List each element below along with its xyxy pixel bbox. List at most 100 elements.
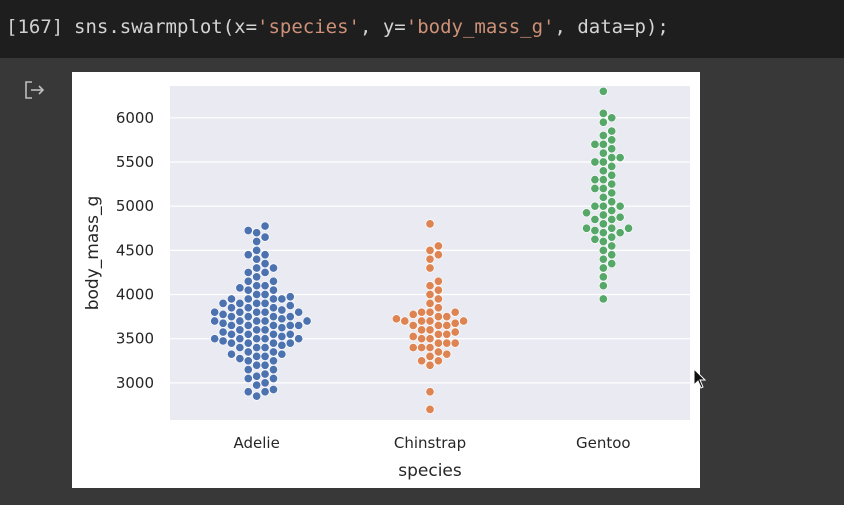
swarm-point-adelie [268, 329, 279, 339]
swarm-point-adelie [252, 289, 262, 300]
code-line[interactable]: sns.swarmplot(x='species', y='body_mass_… [74, 16, 669, 38]
swarm-point-gentoo [607, 188, 617, 198]
swarm-point-adelie [235, 298, 245, 308]
code-sep: , y= [359, 16, 406, 38]
swarm-point-adelie [252, 351, 262, 361]
swarm-point-adelie [226, 294, 237, 304]
swarm-point-adelie [277, 294, 287, 304]
swarm-point-chinstrap [433, 285, 443, 295]
swarm-point-adelie [243, 365, 253, 375]
output-redirect-icon[interactable] [22, 78, 48, 102]
swarm-point-gentoo [598, 210, 608, 220]
swarm-point-adelie [277, 331, 287, 342]
swarm-point-chinstrap [425, 298, 435, 308]
swarm-point-chinstrap [425, 404, 435, 414]
swarm-point-adelie [235, 334, 245, 344]
swarm-point-adelie [243, 303, 253, 313]
swarm-point-chinstrap [433, 347, 443, 357]
swarm-point-chinstrap [408, 309, 418, 319]
swarm-point-gentoo [598, 281, 608, 291]
swarm-point-gentoo [598, 245, 608, 255]
swarm-point-chinstrap [450, 338, 460, 348]
swarm-point-chinstrap [433, 320, 443, 331]
swarm-point-chinstrap [425, 263, 435, 273]
swarm-point-gentoo [607, 232, 617, 242]
x-axis-label: species [398, 461, 462, 481]
swarm-point-gentoo [598, 157, 608, 167]
swarm-point-gentoo [598, 263, 608, 273]
swarm-point-gentoo [598, 236, 608, 247]
swarm-point-chinstrap [408, 331, 418, 342]
swarm-point-adelie [226, 338, 237, 348]
swarm-point-adelie [294, 320, 304, 331]
swarm-point-chinstrap [433, 338, 443, 348]
swarm-point-adelie [252, 360, 262, 370]
swarm-point-adelie [252, 298, 262, 308]
swarm-point-chinstrap [450, 307, 460, 317]
code-fn: sns.swarmplot(x= [74, 16, 258, 38]
swarm-point-chinstrap [425, 342, 435, 353]
swarm-point-chinstrap [433, 356, 443, 366]
swarm-point-adelie [235, 342, 245, 353]
swarm-point-chinstrap [450, 327, 460, 337]
swarm-point-adelie [260, 221, 270, 231]
swarm-point-gentoo [598, 272, 608, 282]
code-arg-y: 'body_mass_g' [405, 16, 555, 38]
swarm-point-adelie [252, 254, 262, 264]
swarm-point-adelie [260, 298, 270, 308]
y-tick-label: 3500 [116, 330, 154, 348]
swarm-point-adelie [285, 320, 295, 331]
swarm-point-chinstrap [425, 316, 435, 326]
swarm-point-adelie [268, 285, 279, 295]
swarm-point-adelie [218, 309, 228, 319]
swarm-point-adelie [277, 314, 287, 324]
swarm-point-adelie [277, 323, 287, 333]
swarm-point-gentoo [590, 225, 600, 236]
swarm-point-adelie [252, 391, 262, 401]
swarm-point-adelie [268, 356, 279, 366]
swarm-point-gentoo [598, 148, 608, 158]
swarm-point-chinstrap [425, 281, 435, 291]
swarm-point-gentoo [607, 214, 617, 224]
swarm-point-adelie [218, 327, 228, 337]
swarm-point-gentoo [607, 250, 617, 260]
swarm-point-adelie [243, 294, 253, 304]
x-tick-label: Adelie [234, 434, 280, 452]
swarm-point-adelie [226, 329, 237, 339]
swarm-point-adelie [277, 349, 287, 359]
swarm-point-gentoo [598, 130, 608, 141]
swarm-point-chinstrap [442, 320, 452, 331]
swarm-point-adelie [235, 307, 245, 317]
x-tick-label: Chinstrap [394, 434, 466, 452]
swarm-point-chinstrap [425, 254, 435, 264]
swarm-point-adelie [260, 387, 270, 397]
swarm-point-gentoo [615, 212, 625, 222]
swarm-point-adelie [210, 334, 220, 344]
swarm-point-gentoo [581, 223, 592, 233]
swarm-point-chinstrap [425, 289, 435, 300]
swarm-point-gentoo [590, 234, 600, 244]
swarm-point-adelie [252, 236, 262, 247]
swarm-point-chinstrap [408, 320, 418, 331]
swarm-point-gentoo [590, 139, 600, 149]
swarm-point-gentoo [607, 197, 617, 207]
swarmplot-figure: 3000 3500 4000 4500 5000 5500 6000 Adelie Chinst… [72, 72, 700, 488]
swarm-point-adelie [243, 387, 253, 397]
code-cell[interactable]: [167] sns.swarmplot(x='species', y='body… [0, 0, 844, 58]
swarm-point-adelie [210, 316, 220, 326]
swarm-point-gentoo [607, 153, 617, 163]
swarm-point-adelie [260, 281, 270, 291]
swarm-point-gentoo [607, 170, 617, 180]
swarm-point-adelie [260, 369, 270, 379]
swarm-point-chinstrap [417, 316, 427, 326]
swarm-point-adelie [252, 263, 262, 273]
swarm-point-adelie [235, 325, 245, 335]
swarm-point-adelie [260, 378, 270, 388]
swarm-point-adelie [260, 289, 270, 300]
swarm-point-chinstrap [391, 314, 401, 324]
swarm-point-adelie [252, 334, 262, 344]
swarmplot-chart: 3000 3500 4000 4500 5000 5500 6000 Adelie Chinst… [83, 86, 690, 481]
swarm-point-adelie [302, 316, 312, 326]
swarm-point-gentoo [615, 228, 625, 238]
swarm-point-gentoo [590, 214, 600, 224]
